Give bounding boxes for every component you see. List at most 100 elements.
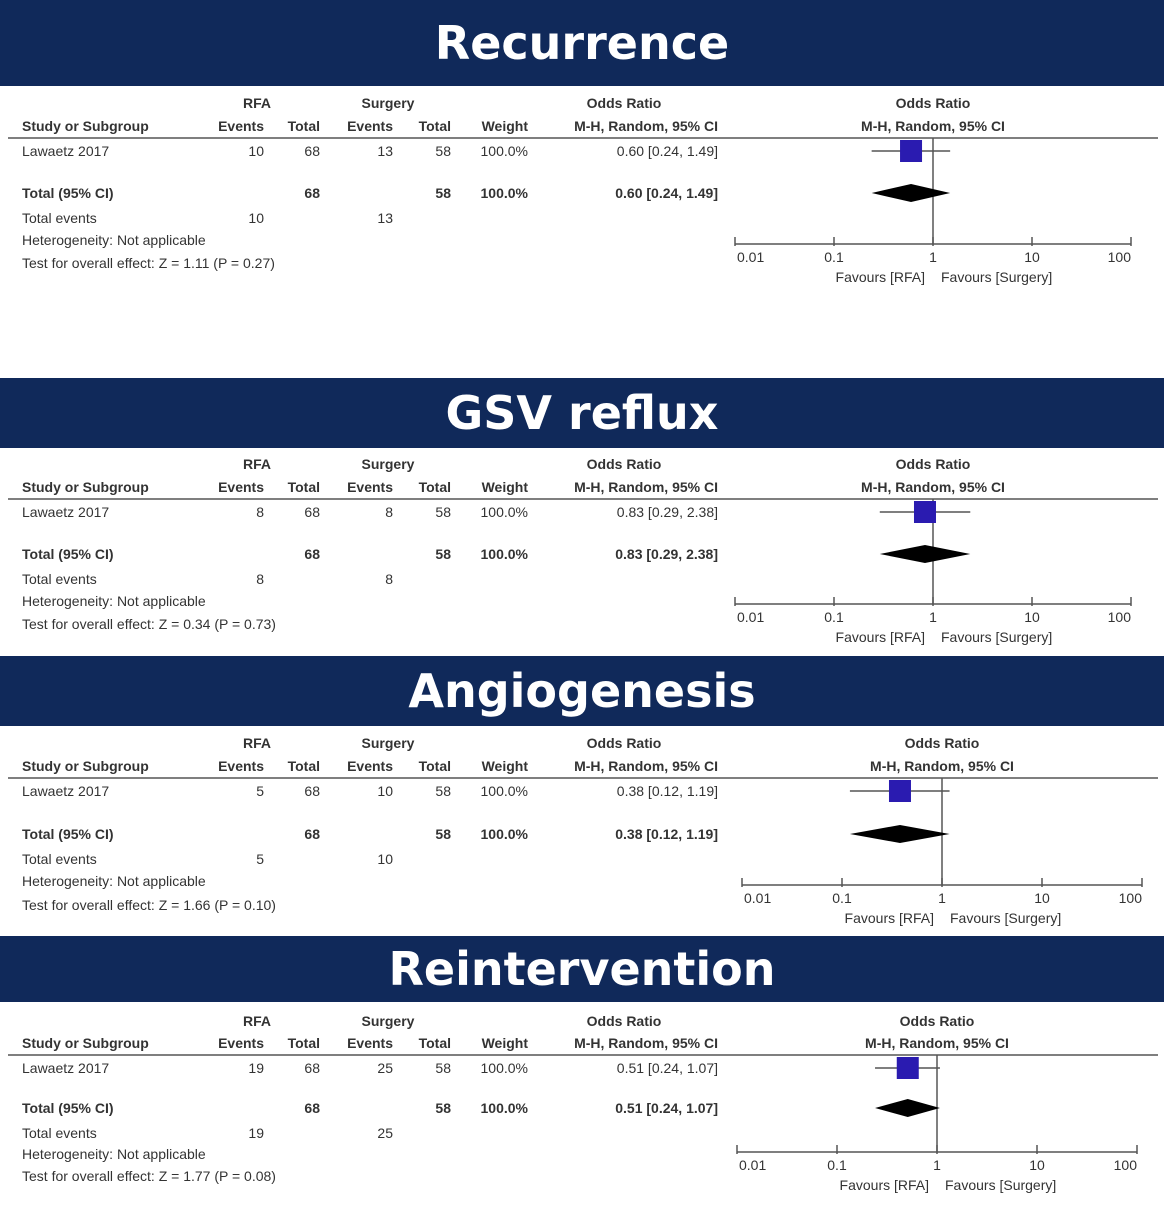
header-group-exp: RFA: [243, 95, 271, 111]
total-label: Total (95% CI): [22, 826, 114, 842]
favours-right: Favours [Surgery]: [945, 1177, 1056, 1193]
total-ci: 0.60 [0.24, 1.49]: [615, 185, 718, 201]
study-name: Lawaetz 2017: [22, 143, 109, 159]
x-tick-label: 1: [929, 249, 937, 265]
header-exp-total: Total: [288, 479, 320, 495]
total-events-ctl: 13: [377, 210, 393, 226]
header-weight: Weight: [482, 118, 529, 134]
x-tick-label: 0.1: [832, 890, 852, 906]
total-ci: 0.83 [0.29, 2.38]: [615, 546, 718, 562]
section-title-angiogenesis: Angiogenesis: [0, 656, 1164, 726]
heterogeneity-text: Heterogeneity: Not applicable: [22, 1146, 206, 1162]
header-weight: Weight: [482, 1035, 529, 1051]
header-effect-right: Odds Ratio: [896, 456, 971, 472]
study-name: Lawaetz 2017: [22, 504, 109, 520]
header-ctl-events: Events: [347, 479, 393, 495]
header-method-left: M-H, Random, 95% CI: [574, 1035, 718, 1051]
x-tick-label: 10: [1034, 890, 1050, 906]
total-label: Total (95% CI): [22, 1100, 114, 1116]
study-exp-total: 68: [304, 504, 320, 520]
header-ctl-events: Events: [347, 118, 393, 134]
x-tick-label: 10: [1024, 609, 1040, 625]
header-exp-total: Total: [288, 758, 320, 774]
forest-plot-gsv-reflux: RFA Surgery Odds Ratio Odds Ratio Study or S…: [8, 456, 1158, 645]
x-tick-label: 1: [933, 1157, 941, 1173]
forest-panel-angiogenesis: RFA Surgery Odds Ratio Odds Ratio Study or S…: [0, 726, 1164, 936]
total-exp-total: 68: [304, 826, 320, 842]
study-marker: [913, 501, 936, 523]
study-ctl-total: 58: [435, 783, 451, 799]
total-events-exp: 10: [248, 210, 264, 226]
study-ctl-total: 58: [435, 143, 451, 159]
total-label: Total (95% CI): [22, 185, 114, 201]
header-effect-right: Odds Ratio: [900, 1013, 975, 1029]
favours-right: Favours [Surgery]: [941, 269, 1052, 285]
header-study: Study or Subgroup: [22, 479, 149, 495]
study-exp-events: 5: [256, 783, 264, 799]
header-group-ctl: Surgery: [362, 1013, 415, 1029]
study-ctl-total: 58: [435, 1060, 451, 1076]
study-ctl-events: 8: [385, 504, 393, 520]
x-tick-label: 0.01: [739, 1157, 766, 1173]
header-ctl-total: Total: [419, 118, 451, 134]
favours-left: Favours [RFA]: [836, 269, 925, 285]
forest-panel-gsv-reflux: RFA Surgery Odds Ratio Odds Ratio Study or S…: [0, 448, 1164, 656]
total-ci: 0.51 [0.24, 1.07]: [615, 1100, 718, 1116]
header-study: Study or Subgroup: [22, 1035, 149, 1051]
header-ctl-events: Events: [347, 1035, 393, 1051]
total-ctl-total: 58: [435, 1100, 451, 1116]
overall-effect-text: Test for overall effect: Z = 1.11 (P = 0…: [22, 255, 275, 271]
study-ci: 0.83 [0.29, 2.38]: [617, 504, 718, 520]
header-exp-events: Events: [218, 118, 264, 134]
header-method-right: M-H, Random, 95% CI: [861, 118, 1005, 134]
x-tick-label: 0.1: [827, 1157, 847, 1173]
total-diamond: [849, 825, 950, 843]
total-exp-total: 68: [304, 1100, 320, 1116]
header-group-ctl: Surgery: [362, 456, 415, 472]
study-weight: 100.0%: [481, 143, 528, 159]
header-exp-events: Events: [218, 479, 264, 495]
favours-left: Favours [RFA]: [836, 629, 925, 645]
header-ctl-total: Total: [419, 479, 451, 495]
study-exp-events: 19: [248, 1060, 264, 1076]
total-events-label: Total events: [22, 851, 97, 867]
total-events-label: Total events: [22, 571, 97, 587]
header-method-right: M-H, Random, 95% CI: [861, 479, 1005, 495]
x-tick-label: 100: [1108, 609, 1132, 625]
header-effect-left: Odds Ratio: [587, 735, 662, 751]
study-exp-events: 10: [248, 143, 264, 159]
study-weight: 100.0%: [481, 1060, 528, 1076]
forest-plot-recurrence: RFA Surgery Odds Ratio Odds Ratio Study or S…: [8, 95, 1158, 285]
x-tick-label: 0.01: [744, 890, 771, 906]
total-diamond: [875, 1099, 940, 1117]
total-exp-total: 68: [304, 546, 320, 562]
header-effect-left: Odds Ratio: [587, 1013, 662, 1029]
favours-left: Favours [RFA]: [840, 1177, 929, 1193]
section-title-reintervention: Reintervention: [0, 936, 1164, 1002]
overall-effect-text: Test for overall effect: Z = 0.34 (P = 0…: [22, 616, 276, 632]
total-events-ctl: 25: [377, 1125, 393, 1141]
heterogeneity-text: Heterogeneity: Not applicable: [22, 593, 206, 609]
x-tick-label: 100: [1108, 249, 1132, 265]
forest-panel-reintervention: RFA Surgery Odds Ratio Odds Ratio Study or S…: [0, 1002, 1164, 1211]
total-weight: 100.0%: [481, 546, 529, 562]
study-name: Lawaetz 2017: [22, 783, 109, 799]
header-weight: Weight: [482, 479, 529, 495]
total-ci: 0.38 [0.12, 1.19]: [615, 826, 718, 842]
header-effect-left: Odds Ratio: [587, 95, 662, 111]
study-marker: [888, 780, 911, 802]
header-group-ctl: Surgery: [362, 95, 415, 111]
total-ctl-total: 58: [435, 826, 451, 842]
header-effect-left: Odds Ratio: [587, 456, 662, 472]
x-tick-label: 100: [1119, 890, 1143, 906]
header-exp-events: Events: [218, 758, 264, 774]
total-events-ctl: 8: [385, 571, 393, 587]
header-study: Study or Subgroup: [22, 758, 149, 774]
x-tick-label: 0.01: [737, 249, 764, 265]
total-ctl-total: 58: [435, 546, 451, 562]
total-weight: 100.0%: [481, 1100, 529, 1116]
x-tick-label: 10: [1024, 249, 1040, 265]
x-tick-label: 1: [929, 609, 937, 625]
x-tick-label: 10: [1029, 1157, 1045, 1173]
forest-plot-reintervention: RFA Surgery Odds Ratio Odds Ratio Study or S…: [8, 1013, 1158, 1193]
